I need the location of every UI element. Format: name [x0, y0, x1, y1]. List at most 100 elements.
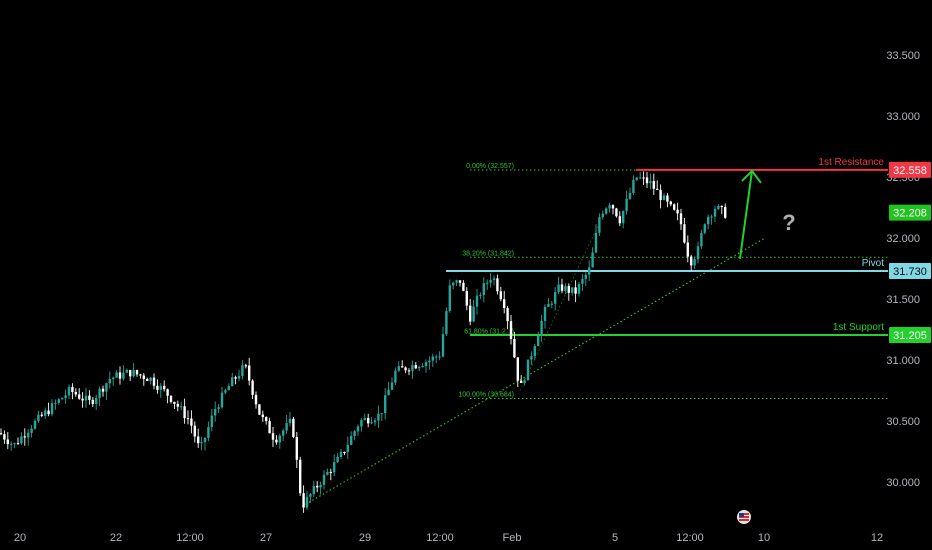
candle-body: [628, 192, 632, 199]
candle-body: [122, 372, 125, 379]
candle-body: [81, 398, 84, 401]
candle-body: [30, 428, 33, 433]
candle-body: [564, 286, 567, 291]
candle-body: [622, 211, 625, 224]
candle-body: [132, 370, 135, 377]
candle-body: [214, 409, 217, 416]
candle-body: [373, 420, 377, 423]
candle-body: [632, 179, 635, 193]
candle-body: [380, 413, 383, 415]
candle-body: [513, 339, 516, 358]
y-tick-label: 30.500: [886, 416, 920, 428]
candle-body: [33, 420, 37, 429]
candle-body: [690, 256, 693, 266]
candle-body: [316, 485, 319, 488]
pivot-price-badge: [889, 262, 931, 279]
candle-body: [278, 435, 281, 443]
candle-body: [350, 435, 353, 445]
x-tick-label: Feb: [503, 532, 522, 544]
candle-body: [577, 283, 581, 294]
candle-body: [149, 377, 152, 381]
candle-body: [146, 379, 149, 381]
candle-body: [594, 232, 598, 253]
candle-body: [217, 407, 220, 410]
candle-body: [492, 278, 496, 280]
candle-body: [16, 443, 20, 445]
candle-body: [499, 291, 502, 300]
candle-body: [166, 389, 169, 396]
candle-body: [469, 305, 472, 322]
candle-body: [135, 370, 139, 375]
candle-body: [71, 386, 74, 393]
candle-body: [424, 362, 428, 367]
candle-body: [489, 279, 492, 283]
candle-body: [156, 385, 159, 390]
candle-body: [6, 439, 9, 445]
candle-body: [435, 356, 438, 358]
candle-body: [288, 418, 292, 424]
candle-body: [418, 366, 421, 369]
candle-body: [237, 376, 241, 379]
candle-body: [438, 356, 441, 358]
candle-body: [496, 278, 499, 292]
candle-body: [526, 359, 530, 381]
candle-body: [285, 423, 288, 431]
candle-body: [506, 308, 509, 322]
fibonacci-levels: 0.00% (32.557) 38.20% (31.842) 61.80% (31.…: [458, 163, 888, 400]
candle-body: [271, 433, 275, 440]
candle-body: [339, 451, 343, 457]
candle-body: [707, 216, 710, 225]
candle-body: [713, 208, 717, 217]
candle-body: [275, 439, 278, 443]
fib-label: 100.00% (30.684): [458, 392, 514, 399]
candle-body: [37, 414, 40, 421]
candle-body: [700, 232, 703, 247]
x-tick-label: 10: [758, 532, 770, 544]
candle-body: [268, 421, 271, 434]
candle-body: [67, 386, 71, 396]
candle-body: [309, 494, 312, 497]
candle-body: [74, 392, 77, 395]
candle-body: [224, 390, 227, 393]
current-price-badge-text: 32.208: [893, 208, 927, 220]
trendline: [301, 225, 766, 507]
candle-body: [54, 402, 57, 404]
candle-body: [241, 365, 244, 377]
candle-body: [421, 366, 424, 368]
support-price-badge: [889, 326, 931, 343]
candle-body: [639, 177, 642, 179]
candle-body: [414, 365, 417, 369]
candle-body: [659, 189, 662, 200]
time-axis[interactable]: 20 22 12:00 27 29 12:00 Feb 5 12:00 10 12: [14, 532, 883, 544]
candle-body: [486, 282, 489, 284]
candle-body: [176, 403, 179, 407]
candle-body: [129, 369, 132, 377]
flag-icon[interactable]: [737, 510, 751, 524]
x-tick-label: 27: [260, 532, 272, 544]
candle-body: [676, 209, 679, 214]
candle-body: [50, 403, 54, 415]
candle-body: [88, 395, 91, 400]
candle-body: [669, 201, 672, 205]
candle-body: [152, 377, 156, 386]
y-tick-label: 32.000: [886, 233, 920, 245]
candle-body: [428, 360, 431, 363]
candle-body: [10, 443, 13, 445]
candle-body: [258, 404, 261, 415]
candle-body: [462, 282, 465, 291]
candle-body: [720, 205, 723, 208]
candle-body: [696, 246, 700, 260]
candle-body: [411, 365, 414, 371]
support-resistance-levels: 1st Resistance Pivot 1st Support: [446, 157, 888, 336]
candle-body: [571, 287, 574, 293]
candle-body: [445, 310, 448, 335]
level-name: Pivot: [862, 258, 884, 269]
candle-body: [163, 385, 166, 390]
candle-body: [292, 418, 295, 437]
candle-body: [333, 462, 336, 473]
candle-body: [112, 377, 115, 379]
candle-body: [210, 415, 213, 428]
candle-body: [394, 370, 397, 383]
candle-body: [523, 380, 526, 383]
